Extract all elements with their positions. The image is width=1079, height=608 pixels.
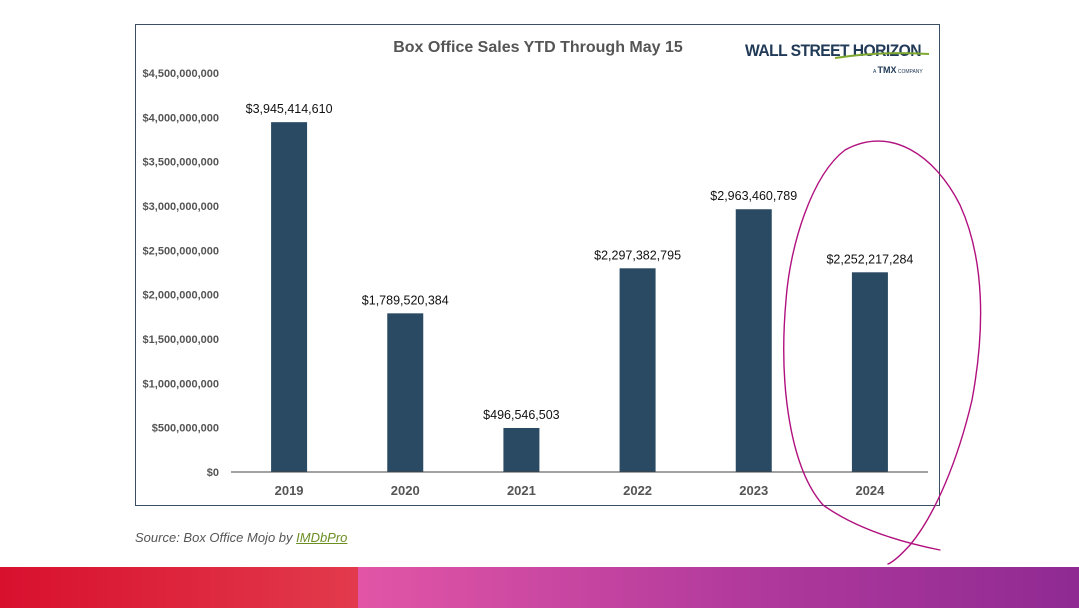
- bar-2022: [619, 268, 656, 472]
- y-tick-label: $0: [207, 467, 219, 479]
- y-tick-label: $1,000,000,000: [143, 378, 219, 390]
- logo-tagline-prefix: A: [873, 69, 877, 75]
- wall-street-horizon-logo: WALL STREET HORIZON A TMX COMPANY: [745, 39, 930, 85]
- data-label-2023: $2,963,460,789: [710, 189, 797, 203]
- bar-2023: [735, 209, 772, 472]
- chart-title: Box Office Sales YTD Through May 15: [393, 39, 683, 56]
- x-tick-label-2019: 2019: [275, 483, 304, 498]
- y-tick-label: $2,500,000,000: [143, 245, 219, 257]
- data-label-2019: $3,945,414,610: [246, 102, 333, 116]
- y-tick-label: $500,000,000: [152, 423, 219, 435]
- logo-wordmark: WALL STREET HORIZON: [745, 41, 922, 60]
- bar-2019: [271, 122, 308, 472]
- x-tick-label-2024: 2024: [855, 483, 885, 498]
- x-axis: 2019 2020 2021 2022 2023 2024: [231, 471, 928, 498]
- footer-bar-red: [0, 567, 358, 608]
- y-tick-label: $1,500,000,000: [143, 334, 219, 346]
- logo-tagline-suffix: COMPANY: [897, 69, 923, 75]
- x-tick-label-2022: 2022: [623, 483, 652, 498]
- x-tick-label-2023: 2023: [739, 483, 768, 498]
- bar-2020: [387, 313, 424, 472]
- y-tick-label: $3,500,000,000: [143, 157, 219, 169]
- x-tick-label-2021: 2021: [507, 483, 536, 498]
- y-tick-label: $4,000,000,000: [143, 112, 219, 124]
- chart-frame: Box Office Sales YTD Through May 15 $0 $5…: [135, 24, 940, 506]
- imdbpro-link[interactable]: IMDbPro: [296, 530, 348, 545]
- data-label-2021: $496,546,503: [483, 408, 560, 422]
- y-tick-label: $2,000,000,000: [143, 290, 219, 302]
- logo-tagline-brand: TMX: [877, 65, 897, 75]
- bar-chart: Box Office Sales YTD Through May 15 $0 $5…: [143, 39, 928, 498]
- source-note: Source: Box Office Mojo by IMDbPro: [135, 530, 347, 545]
- source-prefix: Source: Box Office Mojo by: [135, 530, 297, 545]
- x-tick-label-2020: 2020: [391, 483, 420, 498]
- bar-2024: [851, 272, 888, 472]
- data-label-2024: $2,252,217,284: [826, 252, 913, 266]
- footer-bar-purple: [358, 567, 1079, 608]
- data-label-2022: $2,297,382,795: [594, 248, 681, 262]
- y-tick-label: $3,000,000,000: [143, 201, 219, 213]
- logo-tagline: A TMX COMPANY: [873, 65, 923, 75]
- y-axis: $0 $500,000,000 $1,000,000,000 $1,500,000,0…: [143, 68, 219, 479]
- y-tick-label: $4,500,000,000: [143, 68, 219, 80]
- logo-swoosh-icon: [835, 52, 930, 59]
- bar-2021: [503, 427, 540, 472]
- data-label-2020: $1,789,520,384: [362, 293, 449, 307]
- data-labels: $3,945,414,610 $1,789,520,384 $496,546,503…: [246, 102, 914, 422]
